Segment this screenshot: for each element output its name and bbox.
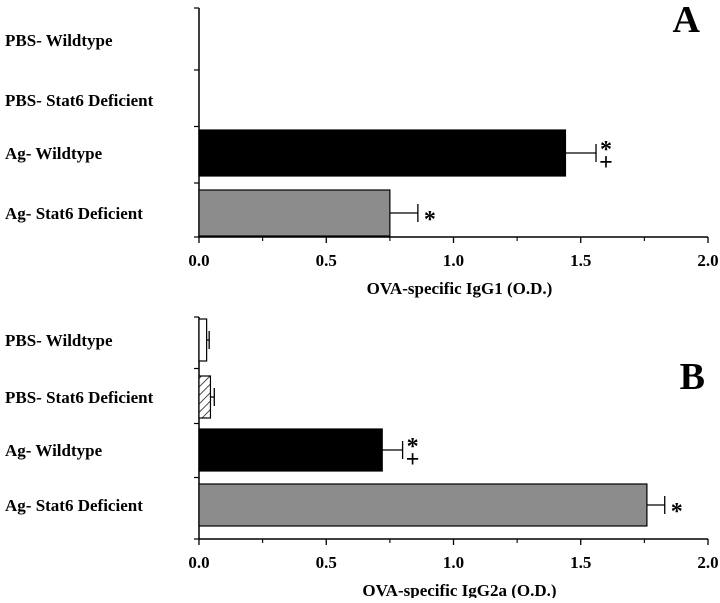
chart-panel-b: 0.0 0.5 1.0 1.5 2.0 OVA-specific IgG2a (O.D.)… [5,316,719,600]
significance-marker: * [424,207,436,233]
bar [198,129,567,177]
x-tick-label: 1.0 [443,251,464,270]
category-label: Ag- Wildtype [5,144,103,163]
x-axis-title: OVA-specific IgG1 (O.D.) [367,279,553,298]
significance-marker: + [599,150,613,176]
category-label: Ag- Wildtype [5,441,103,460]
significance-marker: * [600,137,612,163]
bar [198,483,648,527]
x-tick-label: 1.5 [570,553,591,572]
category-label: Ag- Stat6 Deficient [5,204,143,223]
bar [198,375,212,419]
chart-panel-a: 0.0 0.5 1.0 1.5 2.0 OVA-specific IgG1 (O.D.) A… [5,0,719,298]
bar [198,318,208,362]
x-tick-label: 1.0 [443,553,464,572]
significance-marker: + [406,447,420,473]
x-tick-label: 2.0 [697,251,718,270]
significance-marker: * [407,434,419,460]
x-tick-label: 1.5 [570,251,591,270]
x-tick-label: 0.0 [188,251,209,270]
x-tick-label: 0.0 [188,553,209,572]
x-axis-title: OVA-specific IgG2a (O.D.) [362,581,556,598]
x-tick-label: 2.0 [697,553,718,572]
category-label: Ag- Stat6 Deficient [5,496,143,515]
bar [198,428,383,472]
category-label: PBS- Stat6 Deficient [5,388,154,407]
x-tick-label: 0.5 [316,251,337,270]
panel-label: A [673,0,701,41]
category-label: PBS- Wildtype [5,31,113,50]
panel-label: B [680,356,705,398]
category-label: PBS- Wildtype [5,331,113,350]
significance-marker: * [671,499,683,525]
bar [198,189,391,237]
x-tick-label: 0.5 [316,553,337,572]
category-label: PBS- Stat6 Deficient [5,91,154,110]
